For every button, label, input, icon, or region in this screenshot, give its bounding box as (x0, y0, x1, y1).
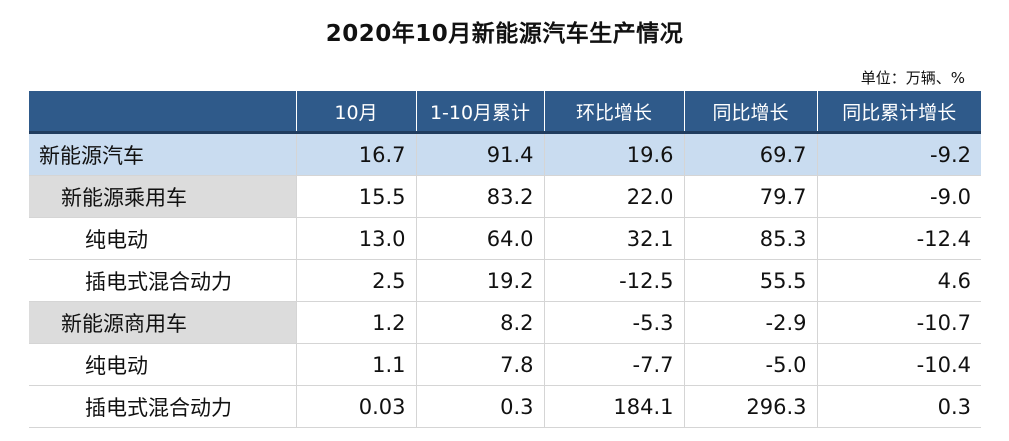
table-header-row: 10月 1-10月累计 环比增长 同比增长 同比累计增长 (29, 91, 981, 134)
row-label: 纯电动 (29, 217, 296, 260)
table-row: 插电式混合动力 2.5 19.2 -12.5 55.5 4.6 (29, 259, 981, 302)
cell-cumulative: 7.8 (415, 343, 544, 386)
unit-label: 单位：万辆、% (860, 69, 965, 87)
cell-yoy-growth: 55.5 (683, 259, 817, 302)
page-title: 2020年10月新能源汽车生产情况 (325, 21, 684, 47)
cell-mom-growth: 32.1 (543, 217, 684, 260)
row-label: 新能源汽车 (29, 132, 296, 176)
cell-month: 13.0 (295, 217, 416, 260)
cell-cumulative: 91.4 (415, 132, 544, 176)
cell-yoy-growth: -2.9 (683, 301, 817, 344)
row-label: 插电式混合动力 (29, 385, 296, 428)
cell-mom-growth: -7.7 (543, 343, 684, 386)
cell-yoy-growth: 296.3 (683, 385, 817, 428)
header-month: 10月 (295, 91, 416, 134)
cell-yoy-growth: -5.0 (683, 343, 817, 386)
cell-cumulative: 0.3 (415, 385, 544, 428)
table-row: 新能源商用车 1.2 8.2 -5.3 -2.9 -10.7 (29, 301, 981, 344)
row-label: 插电式混合动力 (29, 259, 296, 302)
cell-month: 1.1 (295, 343, 416, 386)
header-cumulative: 1-10月累计 (415, 91, 544, 134)
cell-mom-growth: -5.3 (543, 301, 684, 344)
table-row: 新能源乘用车 15.5 83.2 22.0 79.7 -9.0 (29, 175, 981, 218)
table-row: 纯电动 13.0 64.0 32.1 85.3 -12.4 (29, 217, 981, 260)
header-yoy-cumulative-growth: 同比累计增长 (816, 91, 981, 134)
cell-month: 1.2 (295, 301, 416, 344)
cell-yoy-growth: 79.7 (683, 175, 817, 218)
header-yoy-growth: 同比增长 (683, 91, 817, 134)
cell-cumulative: 64.0 (415, 217, 544, 260)
cell-month: 16.7 (295, 132, 416, 176)
cell-mom-growth: -12.5 (543, 259, 684, 302)
cell-month: 0.03 (295, 385, 416, 428)
table-row: 插电式混合动力 0.03 0.3 184.1 296.3 0.3 (29, 385, 981, 428)
cell-mom-growth: 184.1 (543, 385, 684, 428)
cell-cumulative: 83.2 (415, 175, 544, 218)
cell-yoy-cumulative-growth: -12.4 (816, 217, 981, 260)
cell-yoy-cumulative-growth: -10.4 (816, 343, 981, 386)
cell-yoy-cumulative-growth: 4.6 (816, 259, 981, 302)
row-label: 新能源商用车 (29, 301, 296, 344)
cell-cumulative: 8.2 (415, 301, 544, 344)
cell-yoy-growth: 85.3 (683, 217, 817, 260)
table-row: 新能源汽车 16.7 91.4 19.6 69.7 -9.2 (29, 132, 981, 176)
production-table: 10月 1-10月累计 环比增长 同比增长 同比累计增长 新能源汽车 16.7 … (29, 91, 981, 428)
header-label (29, 91, 296, 134)
cell-yoy-growth: 69.7 (683, 132, 817, 176)
cell-cumulative: 19.2 (415, 259, 544, 302)
cell-month: 2.5 (295, 259, 416, 302)
cell-mom-growth: 19.6 (543, 132, 684, 176)
header-mom-growth: 环比增长 (543, 91, 684, 134)
cell-yoy-cumulative-growth: 0.3 (816, 385, 981, 428)
row-label: 纯电动 (29, 343, 296, 386)
table-row: 纯电动 1.1 7.8 -7.7 -5.0 -10.4 (29, 343, 981, 386)
cell-yoy-cumulative-growth: -10.7 (816, 301, 981, 344)
cell-mom-growth: 22.0 (543, 175, 684, 218)
cell-month: 15.5 (295, 175, 416, 218)
cell-yoy-cumulative-growth: -9.2 (816, 132, 981, 176)
row-label: 新能源乘用车 (29, 175, 296, 218)
cell-yoy-cumulative-growth: -9.0 (816, 175, 981, 218)
